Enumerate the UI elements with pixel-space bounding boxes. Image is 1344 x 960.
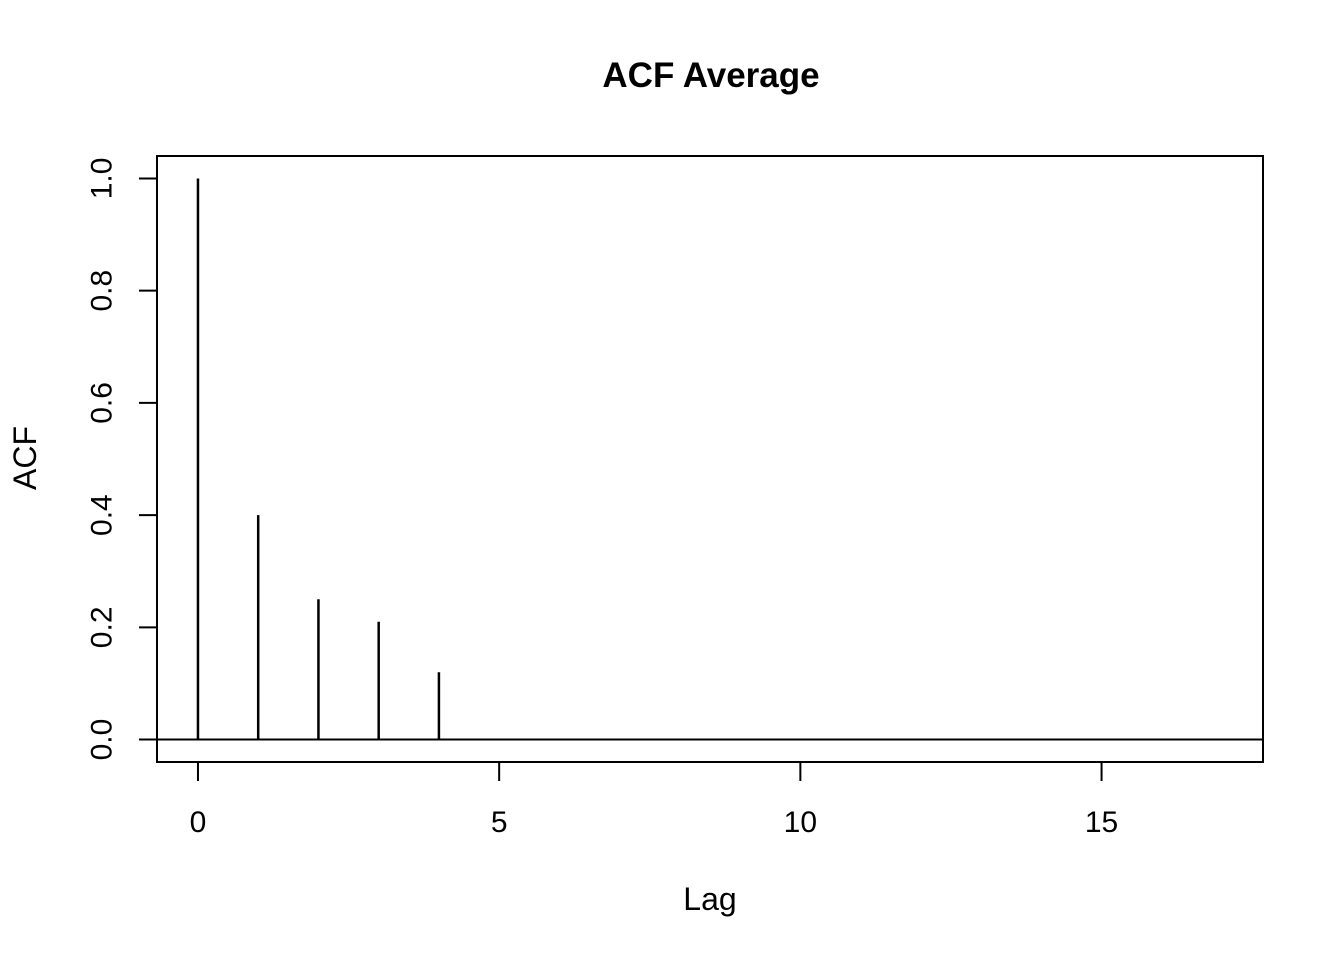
y-tick-label: 0.8 <box>86 270 119 312</box>
y-tick-label: 0.0 <box>86 719 119 761</box>
y-tick-label: 0.4 <box>86 494 119 536</box>
x-axis-title: Lag <box>683 881 736 917</box>
x-tick-label: 10 <box>784 806 817 839</box>
chart-title: ACF Average <box>602 56 819 95</box>
x-tick-label: 15 <box>1085 806 1118 839</box>
x-tick-label: 5 <box>491 806 508 839</box>
y-tick-label: 0.2 <box>86 606 119 648</box>
x-axis-ticks: 0 5 10 15 <box>190 762 1118 839</box>
y-axis-ticks: 0.0 0.2 0.4 0.6 0.8 1.0 <box>86 158 157 761</box>
y-tick-label: 0.6 <box>86 382 119 424</box>
plot-frame <box>156 155 1264 763</box>
y-axis-title: ACF <box>7 426 43 490</box>
x-tick-label: 0 <box>190 806 207 839</box>
acf-spike-layer <box>196 178 441 740</box>
y-tick-label: 1.0 <box>86 158 119 200</box>
